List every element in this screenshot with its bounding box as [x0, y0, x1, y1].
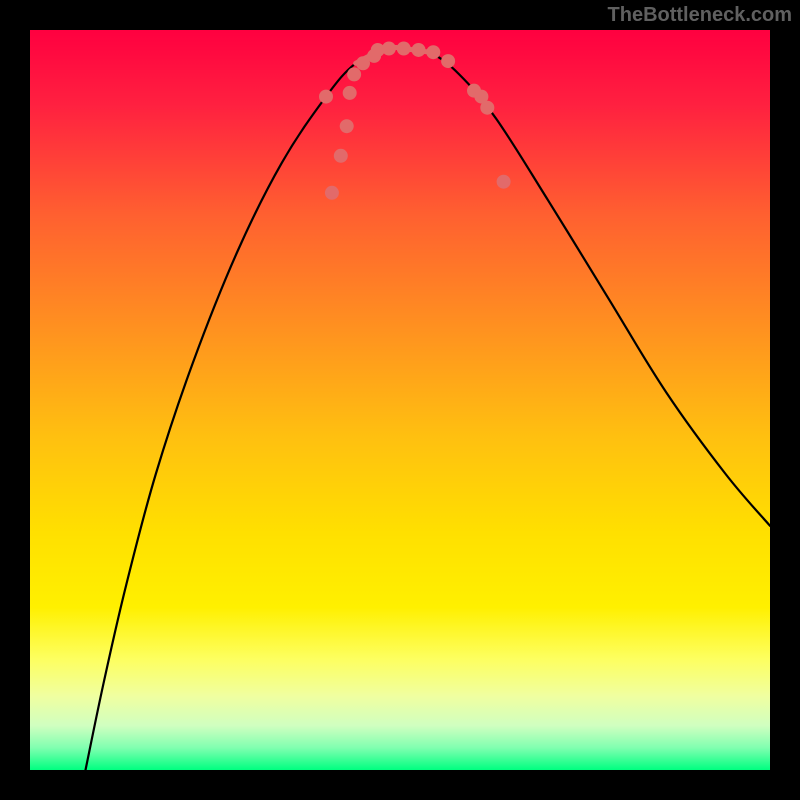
data-marker — [334, 149, 348, 163]
marker-group — [319, 42, 511, 200]
data-marker — [412, 43, 426, 57]
data-marker — [319, 90, 333, 104]
data-marker — [347, 67, 361, 81]
data-marker — [397, 42, 411, 56]
data-marker — [325, 186, 339, 200]
data-marker — [343, 86, 357, 100]
v-curve — [86, 47, 771, 770]
chart-svg — [30, 30, 770, 770]
data-marker — [497, 175, 511, 189]
data-marker — [382, 42, 396, 56]
data-marker — [480, 101, 494, 115]
data-marker — [426, 45, 440, 59]
chart-root: TheBottleneck.com — [0, 0, 800, 800]
data-marker — [340, 119, 354, 133]
data-marker — [441, 54, 455, 68]
plot-area — [30, 30, 770, 770]
watermark-text: TheBottleneck.com — [608, 4, 792, 27]
